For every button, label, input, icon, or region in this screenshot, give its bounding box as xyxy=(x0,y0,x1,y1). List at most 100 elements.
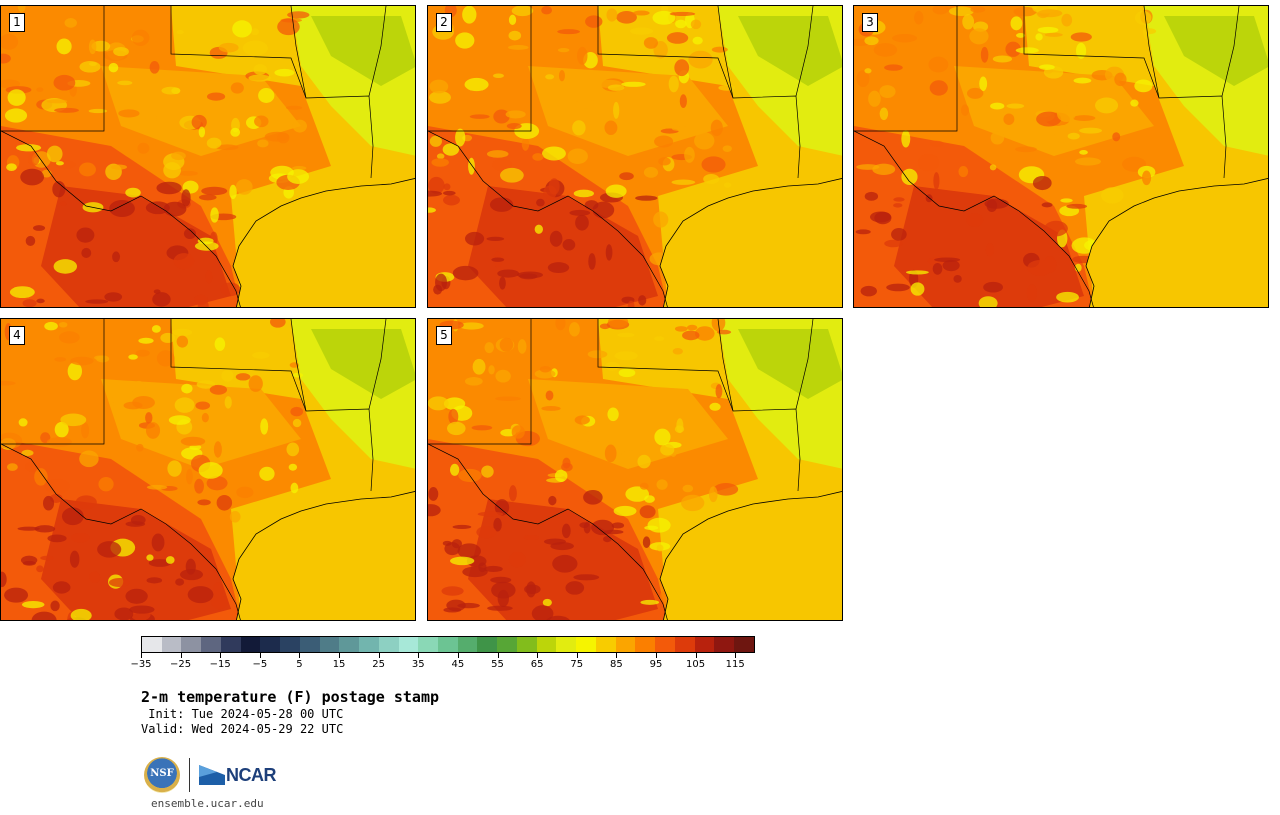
temperature-blob xyxy=(113,46,129,57)
temperature-blob xyxy=(574,415,590,425)
temperature-blob xyxy=(81,247,92,258)
temperature-blob xyxy=(891,227,907,241)
temperature-blob xyxy=(59,331,80,344)
color-bin xyxy=(201,637,221,652)
tick-mark xyxy=(655,653,657,658)
color-bin xyxy=(536,637,557,652)
temperature-blob xyxy=(671,126,689,132)
temperature-blob xyxy=(493,109,510,124)
temperature-blob xyxy=(1013,6,1037,17)
temperature-blob xyxy=(148,559,172,567)
tick-label: 45 xyxy=(451,659,465,670)
temperature-blob xyxy=(21,449,34,457)
temperature-region xyxy=(311,329,415,399)
temperature-blob xyxy=(680,494,705,512)
temperature-blob xyxy=(1,571,7,588)
temperature-blob xyxy=(229,184,237,200)
map-title: 2-m temperature (F) postage stamp xyxy=(141,688,440,706)
temperature-blob xyxy=(286,442,300,457)
color-bin xyxy=(576,637,596,652)
temperature-blob xyxy=(176,30,184,35)
forecast-map-panel: 5 xyxy=(427,318,843,621)
temperature-blob xyxy=(618,368,636,378)
temperature-blob xyxy=(573,189,594,198)
temperature-blob xyxy=(508,14,517,26)
temperature-blob xyxy=(694,132,715,150)
color-bin xyxy=(674,637,695,652)
temperature-blob xyxy=(181,189,191,207)
temperature-blob xyxy=(168,415,191,425)
temperature-blob xyxy=(694,326,715,341)
temperature-blob xyxy=(613,505,637,517)
temperature-blob xyxy=(969,28,989,45)
temperature-blob xyxy=(643,37,658,49)
temperature-blob xyxy=(674,425,685,433)
temperature-blob xyxy=(675,19,687,29)
temperature-blob xyxy=(868,90,881,107)
color-bin xyxy=(161,637,182,652)
color-bin xyxy=(615,637,636,652)
temperature-blob xyxy=(568,322,580,337)
temperature-blob xyxy=(163,162,181,179)
temperature-blob xyxy=(614,351,638,361)
temperature-blob xyxy=(495,369,511,383)
temperature-blob xyxy=(948,6,974,17)
temperature-blob xyxy=(213,441,222,458)
temperature-blob xyxy=(541,406,561,411)
color-bin xyxy=(516,637,537,652)
temperature-blob xyxy=(165,556,175,564)
temperature-blob xyxy=(52,581,71,594)
temperature-blob xyxy=(684,146,695,163)
temperature-blob xyxy=(671,179,696,185)
temperature-blob xyxy=(129,605,155,614)
temperature-blob xyxy=(174,397,195,413)
gulf-of-mexico xyxy=(659,491,842,620)
temperature-blob xyxy=(640,599,660,605)
temperature-blob xyxy=(1032,175,1052,191)
temperature-blob xyxy=(206,137,222,149)
temperature-blob xyxy=(210,207,219,223)
temperature-blob xyxy=(205,270,213,284)
temperature-blob xyxy=(428,487,439,501)
tick-mark xyxy=(339,653,341,658)
state-border xyxy=(717,6,734,99)
color-bin xyxy=(378,637,399,652)
temperature-blob xyxy=(211,595,228,610)
temperature-blob xyxy=(635,195,658,201)
temperature-blob xyxy=(1003,113,1015,125)
temperature-blob xyxy=(145,112,157,125)
temperature-blob xyxy=(616,10,637,24)
temperature-blob xyxy=(149,61,160,74)
state-border xyxy=(1,319,105,445)
tick-label: −15 xyxy=(209,659,231,670)
temperature-blob xyxy=(495,396,522,401)
temperature-blob xyxy=(1060,198,1073,203)
temperature-blob xyxy=(25,235,36,246)
tick-label: 35 xyxy=(411,659,425,670)
temperature-blob xyxy=(442,143,460,156)
temperature-blob xyxy=(539,365,551,373)
temperature-blob xyxy=(235,179,253,195)
temperature-blob xyxy=(76,227,95,243)
temperature-blob xyxy=(53,259,78,274)
temperature-blob xyxy=(591,519,615,536)
temperature-blob xyxy=(490,576,512,584)
temperature-blob xyxy=(187,586,214,604)
temperature-blob xyxy=(34,468,48,486)
temperature-blob xyxy=(54,107,79,113)
temperature-blob xyxy=(16,144,42,152)
member-label: 2 xyxy=(436,13,452,32)
temperature-blob xyxy=(654,336,665,341)
temperature-blob xyxy=(1027,259,1053,276)
temperature-blob xyxy=(605,184,627,198)
temperature-blob xyxy=(643,167,659,178)
logo-divider xyxy=(189,758,190,792)
temperature-blob xyxy=(708,486,718,503)
temperature-blob xyxy=(108,578,130,588)
temperature-blob xyxy=(452,265,479,281)
temperature-blob xyxy=(499,276,506,290)
temperature-blob xyxy=(146,554,154,561)
temperature-blob xyxy=(497,589,510,607)
temperature-blob xyxy=(94,355,106,361)
temperature-blob xyxy=(692,36,703,45)
